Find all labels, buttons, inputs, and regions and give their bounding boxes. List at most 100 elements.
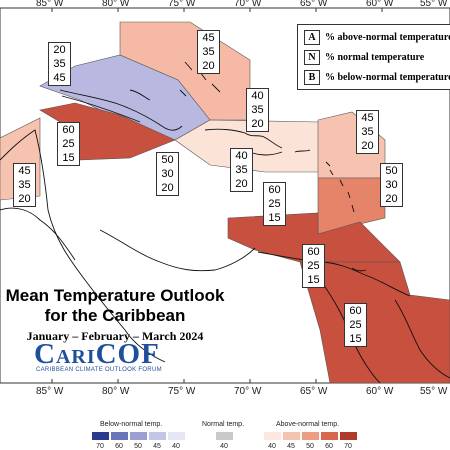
normal-value: 35 [202, 46, 215, 58]
map-frame [0, 7, 450, 384]
lon-label-bottom: 80° W [102, 386, 130, 397]
above-value: 40 [235, 150, 248, 162]
scale-value: 45 [153, 443, 161, 450]
above-value: 40 [251, 90, 264, 102]
legend-key-n: N [304, 50, 320, 65]
below-value: 20 [202, 60, 215, 72]
scale-swatch [216, 432, 233, 440]
normal-value: 35 [235, 164, 248, 176]
lon-label-top: 85° W [36, 0, 64, 9]
prob-box-trinidad: 60 25 15 [302, 244, 325, 288]
legend-row-above: A % above-normal temperature [304, 30, 450, 45]
below-value: 20 [161, 182, 174, 194]
below-value: 20 [361, 140, 374, 152]
above-value: 60 [62, 124, 75, 136]
prob-box-guianas: 60 25 15 [344, 303, 367, 347]
scale-value: 50 [134, 443, 142, 450]
legend-label: % normal temperature [325, 52, 425, 63]
normal-value: 25 [268, 198, 281, 210]
prob-box-central-carib: 50 30 20 [156, 152, 179, 196]
below-value: 15 [268, 212, 281, 224]
legend-row-normal: N % normal temperature [304, 50, 424, 65]
scale-label-below: Below-normal temp. [100, 421, 163, 428]
normal-value: 30 [161, 168, 174, 180]
above-value: 45 [202, 32, 215, 44]
lon-label-top: 55° W [420, 0, 448, 9]
legend-row-below: B % below-normal temperature [304, 70, 450, 85]
legend-label: % above-normal temperature [325, 32, 450, 43]
normal-value: 35 [361, 126, 374, 138]
lon-label-bottom: 65° W [300, 386, 328, 397]
above-value: 20 [53, 44, 66, 56]
scale-label-above: Above-normal temp. [276, 421, 340, 428]
prob-box-windward: 50 30 20 [380, 163, 403, 207]
below-value: 20 [18, 193, 31, 205]
scale-value: 45 [287, 443, 295, 450]
below-value: 15 [307, 274, 320, 286]
below-value: 15 [62, 152, 75, 164]
scale-swatch [283, 432, 300, 440]
lon-label-top: 70° W [234, 0, 262, 9]
scale-value: 70 [96, 443, 104, 450]
map-title-block: Mean Temperature Outlook for the Caribbe… [0, 286, 230, 344]
scale-swatch [149, 432, 166, 440]
below-value: 20 [385, 193, 398, 205]
normal-value: 30 [385, 179, 398, 191]
prob-box-bahamas: 45 35 20 [197, 30, 220, 74]
above-value: 50 [161, 154, 174, 166]
coastlines [0, 61, 450, 384]
above-value: 45 [361, 112, 374, 124]
above-value: 60 [268, 184, 281, 196]
scale-label-normal: Normal temp. [202, 421, 245, 428]
lon-label-top: 60° W [366, 0, 394, 9]
lon-label-top: 80° W [102, 0, 130, 9]
below-value: 20 [235, 178, 248, 190]
scale-swatch [340, 432, 357, 440]
legend-label: % below-normal temperature [325, 72, 450, 83]
scale-value: 40 [220, 443, 228, 450]
above-value: 60 [307, 246, 320, 258]
normal-value: 35 [53, 58, 66, 70]
below-value: 45 [53, 72, 66, 84]
prob-box-cayman-jamaica: 60 25 15 [57, 122, 80, 166]
scale-swatch [111, 432, 128, 440]
normal-value: 25 [307, 260, 320, 272]
scale-swatch [264, 432, 281, 440]
lon-label-bottom: 75° W [168, 386, 196, 397]
above-value: 60 [349, 305, 362, 317]
prob-box-cuba: 20 35 45 [48, 42, 71, 86]
zone-guianas [299, 261, 450, 384]
scale-value: 60 [115, 443, 123, 450]
normal-value: 25 [62, 138, 75, 150]
scale-swatch [130, 432, 147, 440]
above-value: 50 [385, 165, 398, 177]
lon-label-bottom: 55° W [420, 386, 448, 397]
above-value: 45 [18, 165, 31, 177]
map-period: January – February – March 2024 [26, 329, 204, 343]
normal-value: 35 [18, 179, 31, 191]
map-title-line2: for the Caribbean [44, 306, 186, 325]
lon-label-top: 75° W [168, 0, 196, 9]
scale-swatch [92, 432, 109, 440]
prob-box-leeward: 45 35 20 [356, 110, 379, 154]
legend-key-b: B [304, 70, 320, 85]
lon-label-bottom: 60° W [366, 386, 394, 397]
prob-box-hispaniola-south: 40 35 20 [230, 148, 253, 192]
legend-key-a: A [304, 30, 320, 45]
below-value: 20 [251, 118, 264, 130]
prob-box-abc: 60 25 15 [263, 182, 286, 226]
scale-swatch [321, 432, 338, 440]
below-value: 15 [349, 333, 362, 345]
lon-label-bottom: 70° W [234, 386, 262, 397]
lon-label-bottom: 85° W [36, 386, 64, 397]
prob-box-belize: 45 35 20 [13, 163, 36, 207]
scale-value: 50 [306, 443, 314, 450]
scale-swatch [302, 432, 319, 440]
normal-value: 25 [349, 319, 362, 331]
scale-swatch [168, 432, 185, 440]
graticule-ticks [51, 8, 383, 383]
lon-label-top: 65° W [300, 0, 328, 9]
scale-value: 70 [344, 443, 352, 450]
normal-value: 35 [251, 104, 264, 116]
